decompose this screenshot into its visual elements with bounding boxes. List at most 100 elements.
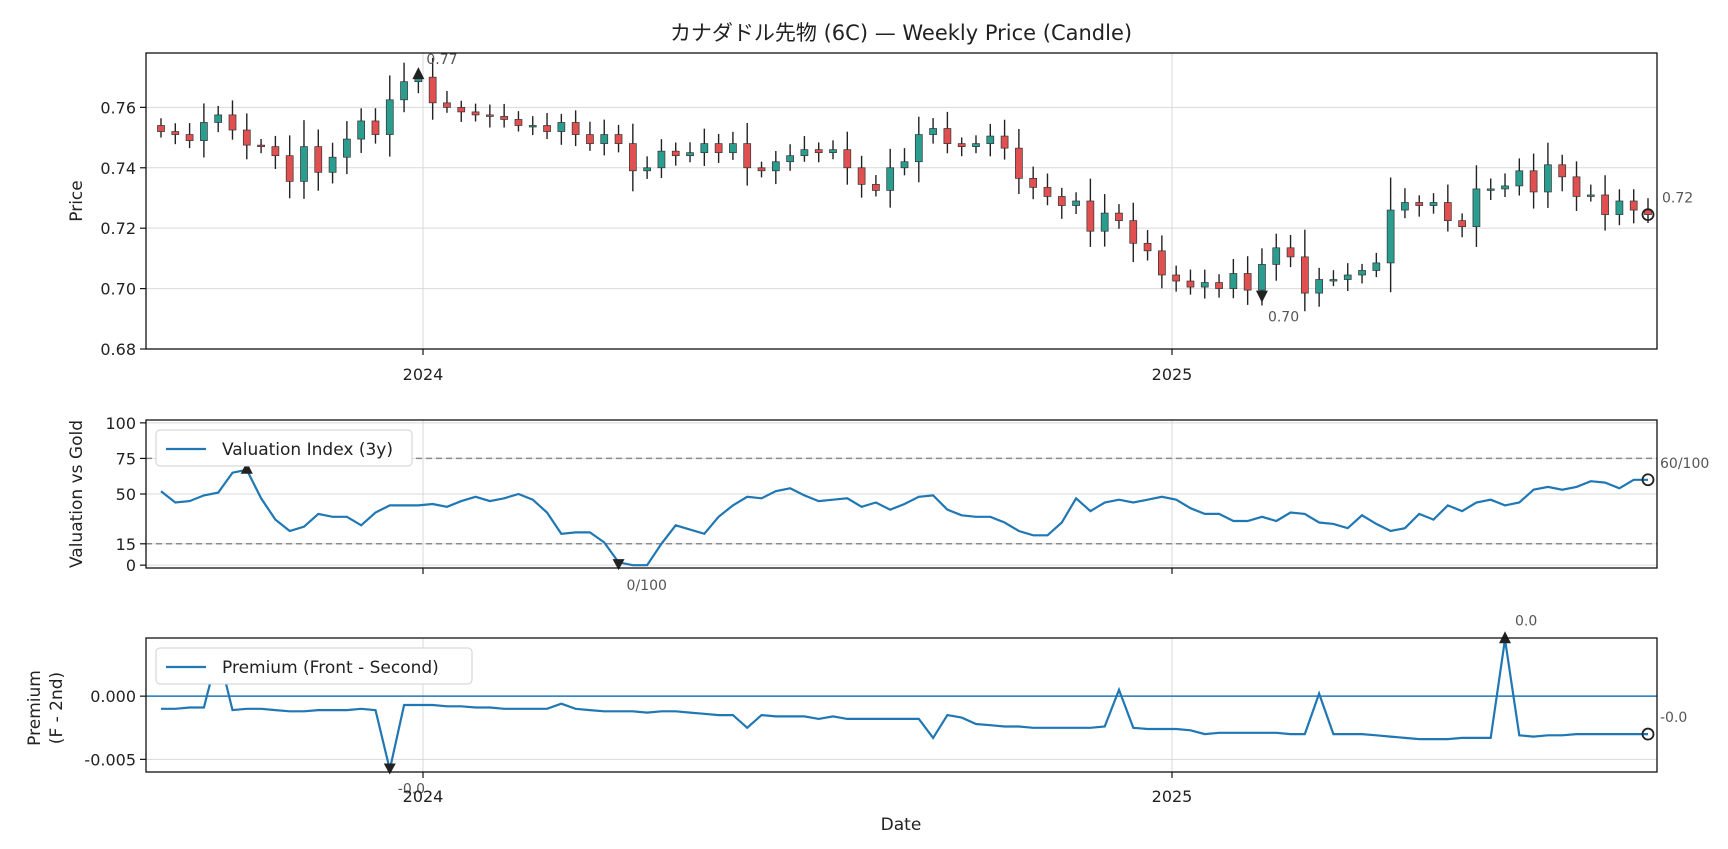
candle-body-up <box>771 161 780 172</box>
candle-body-down <box>471 111 480 116</box>
premium-min-label: -0.0 <box>398 781 425 797</box>
candle-body-up <box>300 146 308 182</box>
candle-body-down <box>457 107 466 113</box>
candle-body-down <box>1000 135 1009 149</box>
candle-body-up <box>900 161 909 169</box>
price-y-ticks: 0.68 0.70 0.72 0.74 0.76 <box>100 98 146 359</box>
candle-body-up <box>700 143 709 154</box>
premium-x-ticks: 2024 2025 <box>403 772 1192 806</box>
premium-x-tick-label: 2024 <box>403 787 444 806</box>
candle-body-up <box>557 122 566 132</box>
candle-body-up <box>1429 202 1438 206</box>
candle-body-up <box>972 143 980 147</box>
candle-body-down <box>714 143 723 154</box>
valuation-min-marker <box>612 559 625 571</box>
valuation-annotations: 0/100 60/100 <box>240 456 1709 594</box>
candle-body-up <box>986 135 995 144</box>
valuation-y-axis-label: Valuation vs Gold <box>67 420 87 568</box>
premium-panel: 0.0 -0.0 -0.0 -0.005 0.000 2024 2025 Premium… <box>25 613 1687 806</box>
chart-title: カナダドル先物 (6C) — Weekly Price (Candle) <box>670 21 1132 45</box>
valuation-max-marker <box>240 461 253 474</box>
price-y-tick-label: 0.70 <box>100 280 136 299</box>
candle-body-down <box>1243 273 1252 291</box>
candle-body-up <box>1401 202 1409 211</box>
candle-body-down <box>614 134 623 144</box>
candle-body-up <box>1272 247 1281 265</box>
price-last-marker <box>1641 208 1655 221</box>
candle-body-down <box>1644 209 1652 215</box>
candle-body-down <box>586 134 594 144</box>
premium-min-marker <box>383 763 396 775</box>
candle-body-down <box>671 150 680 157</box>
candle-body-up <box>528 125 537 128</box>
valuation-last-marker <box>1641 473 1655 487</box>
candle-body-down <box>743 143 752 169</box>
candle-body-down <box>814 149 823 154</box>
premium-series-line <box>161 639 1648 770</box>
price-y-tick-label: 0.74 <box>100 159 136 178</box>
candle-body-up <box>643 167 651 172</box>
candle-body-up <box>1615 200 1624 215</box>
candle-body-up <box>357 120 366 140</box>
candle-body-down <box>1043 187 1052 197</box>
premium-y-tick-label: 0.000 <box>90 687 136 706</box>
valuation-min-label: 0/100 <box>627 578 667 594</box>
price-x-ticks: 2024 2025 <box>403 349 1192 384</box>
candle-body-up <box>600 134 609 144</box>
premium-y-tick-label: -0.005 <box>84 750 136 769</box>
candle-body-down <box>500 116 509 120</box>
candle-body-up <box>886 167 895 191</box>
candle-body-down <box>1286 247 1295 258</box>
candle-body-up <box>1343 274 1352 280</box>
premium-last-marker <box>1641 727 1655 741</box>
price-x-tick-label: 2024 <box>403 365 444 384</box>
candle-body-down <box>843 149 852 169</box>
candle-body-up <box>686 152 694 157</box>
candle-body-down <box>1172 274 1181 282</box>
candle-body-up <box>1100 212 1109 232</box>
price-annotations: 0.77 0.70 0.72 <box>412 52 1693 326</box>
premium-y-ticks: -0.005 0.000 <box>84 687 146 769</box>
candle-body-up <box>1315 279 1323 294</box>
candle-body-down <box>1443 202 1452 221</box>
candle-body-down <box>757 167 766 172</box>
premium-last-label: -0.0 <box>1660 710 1687 726</box>
candle-body-up <box>214 114 223 123</box>
candle-body-up <box>1586 194 1595 197</box>
valuation-legend-label: Valuation Index (3y) <box>222 440 393 460</box>
candle-body-down <box>443 102 451 108</box>
price-candles <box>157 57 1652 312</box>
valuation-legend-box <box>155 429 413 467</box>
candle-body-up <box>657 150 666 169</box>
price-y-axis-label: Price <box>67 180 87 221</box>
candle-body-up <box>1472 188 1481 228</box>
candle-body-down <box>371 120 380 135</box>
candle-body-down <box>171 131 180 135</box>
candle-body-down <box>514 119 523 126</box>
candle-body-up <box>1229 273 1238 289</box>
candle-body-up <box>829 149 837 154</box>
candle-body-up <box>914 134 923 163</box>
premium-y-axis-label-line2: (F - 2nd) <box>47 672 67 744</box>
candle-body-down <box>1158 250 1166 276</box>
candle-body-down <box>185 134 194 141</box>
candle-body-down <box>1629 200 1638 211</box>
candle-body-down <box>1015 147 1023 179</box>
candle-body-down <box>157 125 165 132</box>
premium-legend-box <box>155 647 473 685</box>
premium-max-label: 0.0 <box>1515 613 1537 629</box>
candle-body-up <box>1358 270 1366 276</box>
candle-body-down <box>242 129 251 146</box>
candle-body-up <box>328 156 337 173</box>
valuation-legend: Valuation Index (3y) <box>155 429 413 467</box>
candle-body-up <box>1386 209 1395 264</box>
candle-body-down <box>486 114 494 117</box>
candle-body-down <box>257 144 265 147</box>
price-min-label: 0.70 <box>1268 310 1299 326</box>
valuation-series-line <box>160 468 1648 567</box>
price-min-marker <box>1255 290 1268 303</box>
candle-body-down <box>1143 242 1152 252</box>
valuation-y-ticks: 0 15 50 75 100 <box>105 414 146 575</box>
